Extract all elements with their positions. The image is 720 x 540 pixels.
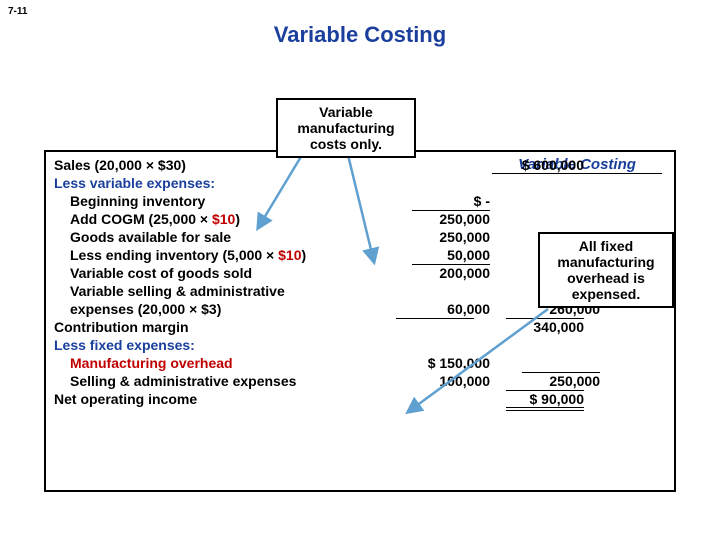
col-total xyxy=(490,192,600,210)
table-row: Manufacturing overhead$ 150,000 xyxy=(54,354,666,372)
col-subtotal: 250,000 xyxy=(390,210,490,228)
col-total: 250,000 xyxy=(490,372,600,390)
col-total xyxy=(490,210,600,228)
row-label: Net operating income xyxy=(54,390,374,408)
row-label: Manufacturing overhead xyxy=(54,354,390,372)
table-row: Less variable expenses: xyxy=(54,174,666,192)
slide-title: Variable Costing xyxy=(0,22,720,48)
col-subtotal: 250,000 xyxy=(390,228,490,246)
table-row: Sales (20,000 × $30) $ 600,000 xyxy=(54,156,666,174)
table-row: Add COGM (25,000 × $10)250,000 xyxy=(54,210,666,228)
col-subtotal: 100,000 xyxy=(390,372,490,390)
col-total: $ 90,000 xyxy=(474,390,584,408)
col-total xyxy=(474,174,584,192)
row-label: Goods available for sale xyxy=(54,228,390,246)
callout-fixed-overhead: All fixed manufacturing overhead is expe… xyxy=(538,232,674,308)
row-label: Less ending inventory (5,000 × $10) xyxy=(54,246,390,264)
col-subtotal xyxy=(374,390,474,408)
col-total: 340,000 xyxy=(474,318,584,336)
table-row: Net operating income $ 90,000 xyxy=(54,390,666,408)
col-subtotal: 60,000 xyxy=(390,300,490,318)
row-label: Sales (20,000 × $30) xyxy=(54,156,374,174)
row-label: Contribution margin xyxy=(54,318,374,336)
col-total xyxy=(474,336,584,354)
col-subtotal xyxy=(374,318,474,336)
col-subtotal: $ 150,000 xyxy=(390,354,490,372)
table-row: Contribution margin 340,000 xyxy=(54,318,666,336)
col-subtotal xyxy=(374,156,474,174)
table-row: Beginning inventory$ - xyxy=(54,192,666,210)
page-number: 7-11 xyxy=(8,6,27,17)
row-label: Less fixed expenses: xyxy=(54,336,374,354)
row-label: Selling & administrative expenses xyxy=(54,372,390,390)
row-label: Less variable expenses: xyxy=(54,174,374,192)
callout-variable-costs: Variable manufacturing costs only. xyxy=(276,98,416,158)
col-subtotal xyxy=(374,336,474,354)
col-total: $ 600,000 xyxy=(474,156,584,174)
row-label: Variable selling & administrative xyxy=(54,282,390,300)
table-row: Selling & administrative expenses100,000… xyxy=(54,372,666,390)
col-subtotal xyxy=(390,282,490,300)
row-label: Beginning inventory xyxy=(54,192,390,210)
col-subtotal: $ - xyxy=(390,192,490,210)
row-label: expenses (20,000 × $3) xyxy=(54,300,390,318)
col-subtotal xyxy=(374,174,474,192)
col-total xyxy=(490,354,600,372)
row-label: Variable cost of goods sold xyxy=(54,264,390,282)
col-subtotal: 50,000 xyxy=(390,246,490,264)
col-subtotal: 200,000 xyxy=(390,264,490,282)
row-label: Add COGM (25,000 × $10) xyxy=(54,210,390,228)
table-row: Less fixed expenses: xyxy=(54,336,666,354)
